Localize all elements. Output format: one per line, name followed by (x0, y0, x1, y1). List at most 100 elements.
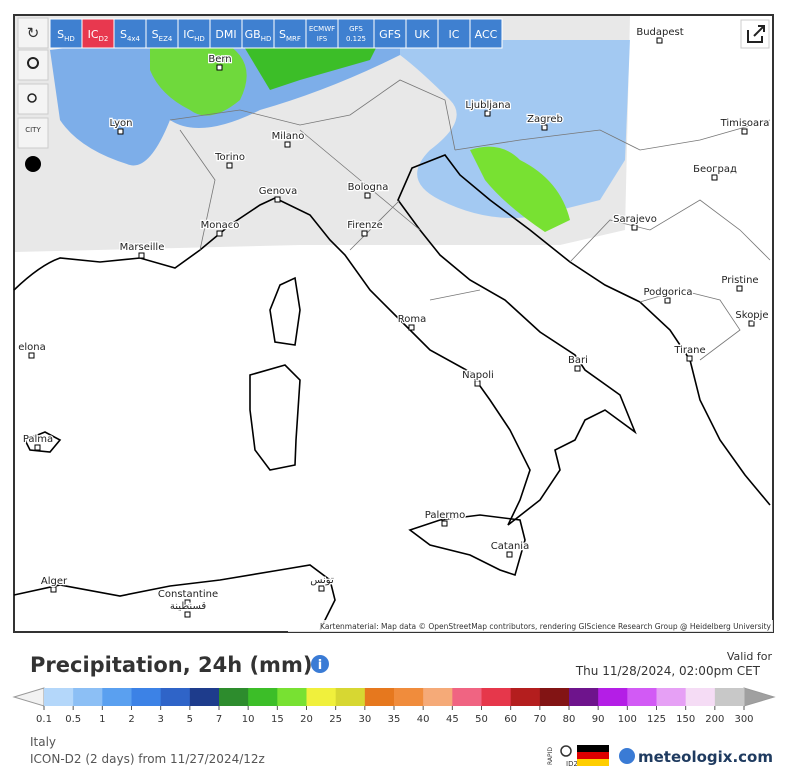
legend-swatch (160, 688, 191, 706)
city-label: Lyon (109, 118, 132, 129)
legend-low (12, 687, 45, 707)
legend-swatch (569, 688, 599, 706)
model-button-sub: HD (194, 35, 205, 43)
zoom-icon (27, 93, 37, 103)
city-label: تونس (310, 575, 334, 586)
location-button[interactable] (17, 49, 49, 81)
legend-label: 2 (128, 714, 134, 725)
model-button-label: ICHD (183, 28, 205, 43)
city-label: Constantine (158, 589, 218, 600)
brand-logo (619, 748, 635, 764)
model-button-label: ACC (475, 28, 498, 41)
city-labels: Bern Budapest Lyon Ljubljana Zagreb Milano Tim… (17, 26, 771, 618)
legend-swatch (73, 688, 103, 706)
legend-label: 0.1 (36, 714, 52, 725)
flag-stripe (577, 752, 609, 759)
model-button-label: IC (449, 28, 460, 41)
city-label: Sarajevo (613, 214, 657, 225)
model-button-label: ICD2 (88, 28, 109, 43)
city-label: Alger (41, 576, 68, 587)
model-button-main: S (279, 28, 286, 41)
city-marker (474, 380, 481, 387)
city-label: قسنطينة (170, 601, 207, 612)
rapid-label: RAPID (547, 747, 554, 765)
flag-stripe (577, 745, 609, 752)
city-marker (408, 324, 415, 331)
legend-swatch (423, 688, 453, 706)
legend-label: 150 (676, 714, 695, 725)
legend-swatch (219, 688, 249, 706)
city-marker (216, 230, 223, 237)
city-marker (484, 110, 491, 117)
city-marker (34, 444, 41, 451)
brand[interactable]: meteologix.com (638, 748, 773, 766)
legend-swatch (102, 688, 132, 706)
legend-swatch (364, 688, 395, 706)
legend-label: 50 (475, 714, 488, 725)
legend-swatch (335, 688, 366, 706)
city-label: Skopje (735, 310, 768, 321)
city-label: Firenze (347, 220, 383, 231)
legend-label: 90 (592, 714, 605, 725)
model-button-label: DMI (215, 28, 236, 41)
legend-swatch (248, 688, 278, 706)
city-label: Timisoara (720, 118, 770, 129)
model-button[interactable] (469, 18, 503, 49)
model-button[interactable] (405, 18, 439, 49)
model-button-sub: HD (64, 35, 75, 43)
model-button[interactable] (113, 18, 147, 49)
legend-label: 60 (504, 714, 517, 725)
model-button[interactable] (81, 18, 115, 49)
model-button[interactable] (177, 18, 211, 49)
model-run: ICON-D2 (2 days) from 11/27/2024/12z (30, 752, 265, 766)
info-button[interactable] (311, 655, 329, 673)
city-label: Milano (272, 131, 305, 142)
legend-label: 100 (618, 714, 637, 725)
model-button-label: GFS (379, 28, 401, 41)
model-button-label: GFS (349, 25, 363, 33)
legend-swatch (539, 688, 570, 706)
city-toggle-label: CITY (25, 126, 41, 134)
city-marker (364, 192, 371, 199)
legend-swatch (394, 688, 424, 706)
legend-label: 80 (563, 714, 576, 725)
city-label: Београд (693, 164, 737, 175)
precip-area (470, 146, 570, 232)
city-label: Genova (259, 186, 297, 197)
city-label: Pristine (721, 275, 758, 286)
legend-swatch (627, 688, 657, 706)
model-button[interactable] (437, 18, 471, 49)
city-button[interactable] (17, 117, 49, 149)
zoom-button[interactable] (17, 83, 49, 115)
model-button-sub: MRF (286, 35, 301, 43)
model-button[interactable] (241, 18, 275, 49)
location-icon (27, 57, 39, 69)
model-button[interactable] (305, 18, 339, 49)
reload-button[interactable] (17, 17, 49, 49)
model-button-main: IC (183, 28, 194, 41)
legend-high (743, 687, 776, 707)
city-label: Zagreb (527, 114, 563, 125)
flag-stripe (577, 759, 609, 766)
legend-swatch (189, 688, 220, 706)
legend-swatch (277, 688, 307, 706)
city-label: Ljubljana (465, 100, 510, 111)
city-marker (631, 224, 638, 231)
model-button[interactable] (49, 18, 83, 49)
legend-label: 10 (242, 714, 255, 725)
legend-label: 15 (271, 714, 284, 725)
legend-label: 3 (157, 714, 163, 725)
dot-toggle[interactable] (25, 156, 41, 172)
city-marker (184, 611, 191, 618)
search-icon[interactable] (560, 745, 572, 757)
city-label: Podgorica (643, 287, 692, 298)
model-button-sublabel: IFS (317, 35, 328, 43)
borders (169, 79, 771, 361)
model-button[interactable] (337, 18, 375, 49)
city-label: Tirane (673, 345, 705, 356)
city-marker (441, 520, 448, 527)
legend-swatch (452, 688, 482, 706)
legend-label: 1 (99, 714, 105, 725)
city-marker (117, 128, 124, 135)
valid-label: Valid for (727, 650, 773, 663)
